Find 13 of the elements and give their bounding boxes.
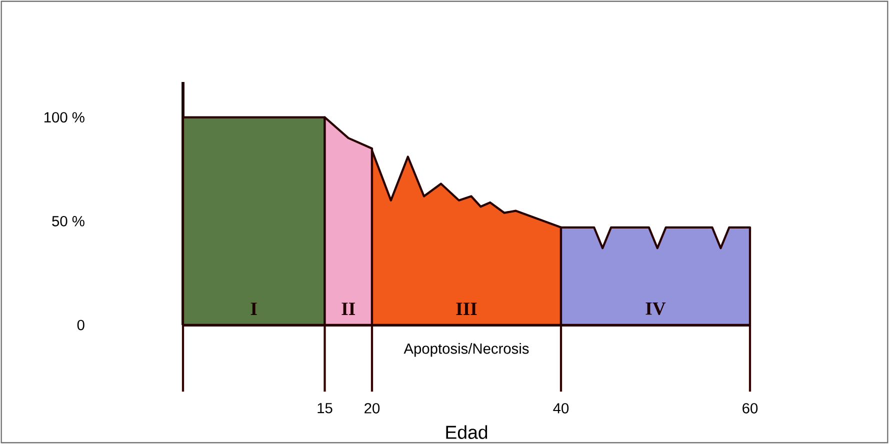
- x-tick-label: 40: [553, 403, 569, 414]
- x-axis-title: Edad: [446, 425, 488, 439]
- annotation: III: [456, 302, 477, 315]
- text: Apoptosis/Necrosis: [404, 343, 529, 357]
- annotation: I: [250, 302, 257, 315]
- x-tick-label: 15: [318, 403, 332, 414]
- x-tick-label: 60: [742, 403, 758, 414]
- annotation: IV: [646, 302, 666, 315]
- annotation: II: [342, 302, 355, 315]
- y-tick-label: 100 %: [44, 112, 84, 123]
- x-tick-label: 20: [364, 403, 380, 414]
- y-tick-label: 0: [77, 320, 84, 330]
- y-tick-label: 50 %: [52, 216, 84, 226]
